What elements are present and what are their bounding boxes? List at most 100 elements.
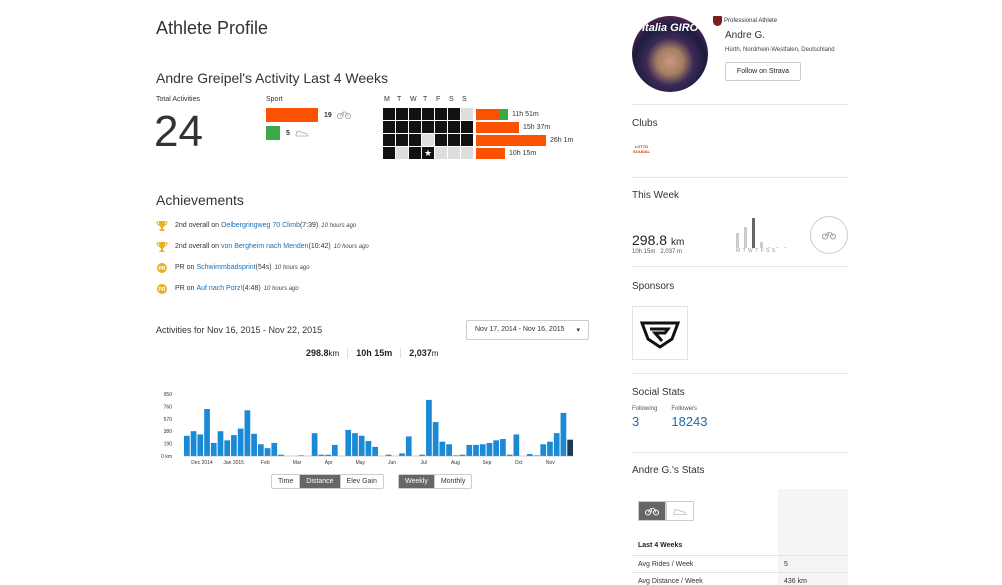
chart-bar[interactable] (271, 442, 278, 456)
sport-filter-button[interactable] (810, 216, 848, 254)
chart-bar[interactable] (405, 436, 412, 456)
chart-bar[interactable] (513, 434, 520, 456)
activities-range-label: Activities for Nov 16, 2015 - Nov 22, 20… (156, 325, 323, 335)
chart-bar[interactable] (479, 444, 486, 456)
chart-bar[interactable] (318, 454, 325, 456)
chart-bar[interactable] (345, 429, 352, 456)
sport-label: Sport (266, 96, 283, 103)
achievement-prefix: 2nd overall on (175, 243, 219, 250)
followers-stat[interactable]: Followers 18243 (671, 406, 708, 429)
achievement-prefix: PR on (175, 285, 195, 292)
chart-bar[interactable] (231, 435, 237, 456)
chart-bar[interactable] (251, 433, 257, 456)
chart-bar[interactable] (210, 442, 217, 456)
chart-bar[interactable] (311, 433, 318, 456)
x-month-label: Sep (483, 460, 492, 465)
chart-bar[interactable] (540, 444, 547, 456)
chart-bar[interactable] (432, 422, 439, 456)
activity-title: Andre Greipel's Activity Last 4 Weeks (156, 70, 388, 86)
y-tick-label: 760 (164, 404, 173, 410)
chart-bar[interactable] (547, 441, 553, 456)
chart-bar[interactable] (473, 444, 479, 456)
chart-bar[interactable] (459, 454, 466, 456)
x-month-label: Jun (388, 460, 396, 465)
toggle-elev-gain[interactable]: Elev Gain (339, 475, 383, 488)
stats-panel (632, 489, 848, 585)
club-logo[interactable]: LOTTO SOUDAL (632, 144, 651, 158)
avatar-photo-text: Italia GIRO (642, 22, 699, 34)
chart-bar[interactable] (244, 410, 251, 456)
chart-bar[interactable] (452, 455, 459, 456)
segment-link[interactable]: von Bergheim nach Menden (220, 243, 309, 250)
stats-tab-run[interactable] (666, 501, 694, 521)
achievement-prefix: PR on (175, 264, 195, 271)
caret-down-icon: ▾ (576, 327, 580, 334)
chart-bar[interactable] (446, 444, 452, 456)
chart-bar[interactable] (197, 434, 204, 456)
follow-button[interactable]: Follow on Strava (725, 62, 801, 81)
segment-link[interactable]: Schwimmbadsprint (196, 264, 256, 271)
chart-bar[interactable] (399, 453, 405, 456)
chart-bar[interactable] (419, 454, 426, 456)
chart-bar[interactable] (493, 440, 500, 456)
chart-bar[interactable] (560, 412, 567, 456)
chart-bar[interactable] (426, 399, 432, 456)
chart-bar[interactable] (237, 428, 244, 456)
chart-bar[interactable] (325, 454, 331, 456)
avatar[interactable]: Italia GIRO (632, 16, 708, 92)
achievement-time: 10 hours ago (274, 264, 310, 271)
segment-link[interactable]: Auf nach Porz! (196, 285, 243, 292)
chart-bar[interactable] (224, 440, 231, 456)
chart-bar[interactable] (506, 454, 513, 456)
segment-link[interactable]: Oelbergringweg 70 Climb (220, 222, 300, 229)
chart-bar[interactable] (385, 454, 392, 456)
chart-bar[interactable] (257, 444, 264, 456)
chart-bar[interactable] (439, 441, 446, 456)
svg-text:PR: PR (159, 266, 166, 272)
chart-bar[interactable] (298, 455, 305, 456)
week-row: 26h 1m (476, 134, 573, 147)
sponsor-logo[interactable] (632, 306, 688, 360)
chart-bar[interactable] (466, 444, 473, 456)
this-week-mini-chart (736, 218, 787, 248)
chart-bar[interactable] (204, 409, 210, 456)
chart-bar[interactable] (358, 435, 365, 456)
toggle-distance[interactable]: Distance (299, 475, 340, 488)
achievements-title: Achievements (156, 192, 244, 208)
chart-bar[interactable] (365, 440, 372, 456)
sport-bar-ride (266, 108, 318, 122)
chart-bar[interactable] (190, 431, 197, 456)
chart-bar[interactable] (500, 439, 506, 456)
chart-bar[interactable] (526, 454, 533, 456)
shoe-icon (673, 508, 687, 515)
chart-bar[interactable] (331, 444, 338, 456)
achievement-item: PR PR on Auf nach Porz! (4:48) 10 hours a… (156, 278, 369, 299)
chart-bar[interactable] (278, 454, 284, 456)
stats-tab-ride[interactable] (638, 501, 666, 521)
summary-time: 10h 15m (347, 348, 400, 358)
day-bar (768, 247, 771, 248)
date-range-dropdown[interactable]: Nov 17, 2014 - Nov 16, 2015 ▾ (466, 320, 589, 340)
shoe-icon (295, 130, 309, 137)
chart-bar[interactable] (533, 455, 540, 456)
week-row: 11h 51m (476, 108, 573, 121)
stats-title: Andre G.'s Stats (632, 465, 705, 476)
toggle-weekly[interactable]: Weekly (399, 475, 434, 488)
trophy-icon (156, 220, 168, 231)
chart-bar[interactable] (264, 448, 271, 456)
day-bar (760, 242, 763, 248)
stats-row: Avg Rides / Week 5 (632, 555, 848, 572)
chart-bar[interactable] (553, 433, 560, 456)
x-month-label: Jan 2015 (223, 460, 244, 465)
toggle-time[interactable]: Time (278, 478, 294, 485)
toggle-monthly[interactable]: Monthly (433, 475, 472, 488)
following-stat[interactable]: Following 3 (632, 406, 658, 429)
bike-icon (645, 507, 659, 515)
stats-sport-tabs (638, 501, 694, 521)
chart-bar[interactable] (372, 446, 378, 456)
chart-bar[interactable] (567, 439, 573, 456)
chart-bar[interactable] (184, 435, 190, 456)
chart-bar[interactable] (486, 442, 493, 456)
chart-bar[interactable] (217, 431, 224, 456)
chart-bar[interactable] (352, 433, 358, 456)
